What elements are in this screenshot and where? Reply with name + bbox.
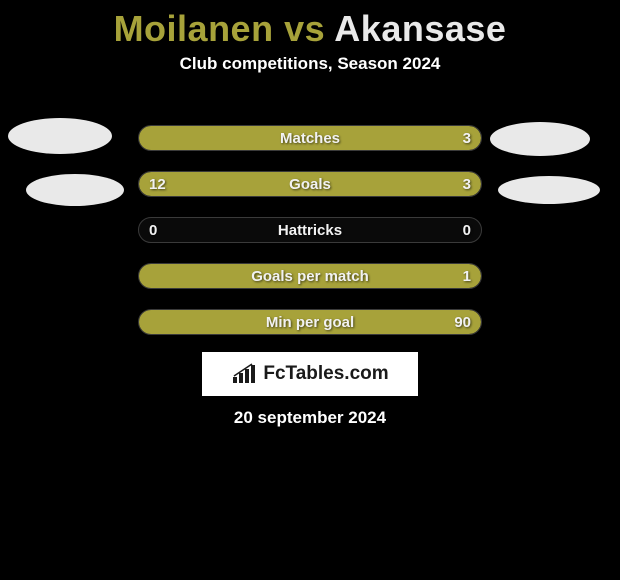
bars-icon	[231, 363, 257, 385]
stat-row: 1Goals per match	[138, 263, 482, 289]
title-player-left: Moilanen	[114, 8, 274, 49]
team-badge	[26, 174, 124, 206]
page-title: Moilanen vs Akansase	[0, 0, 620, 50]
date-text: 20 september 2024	[0, 408, 620, 428]
subtitle: Club competitions, Season 2024	[0, 54, 620, 74]
stat-label: Goals	[139, 172, 481, 196]
stat-label: Hattricks	[139, 218, 481, 242]
stat-row: 00Hattricks	[138, 217, 482, 243]
stat-label: Matches	[139, 126, 481, 150]
stat-label: Min per goal	[139, 310, 481, 334]
team-badge	[490, 122, 590, 156]
stat-row: 123Goals	[138, 171, 482, 197]
title-vs: vs	[274, 8, 335, 49]
team-badge	[498, 176, 600, 204]
team-badge	[8, 118, 112, 154]
title-player-right: Akansase	[334, 8, 506, 49]
branding-box: FcTables.com	[202, 352, 418, 396]
stat-row: 3Matches	[138, 125, 482, 151]
stat-row: 90Min per goal	[138, 309, 482, 335]
comparison-rows: 3Matches 123Goals 00Hattricks 1Goals per ma…	[138, 125, 482, 355]
branding-text: FcTables.com	[263, 363, 388, 385]
stat-label: Goals per match	[139, 264, 481, 288]
